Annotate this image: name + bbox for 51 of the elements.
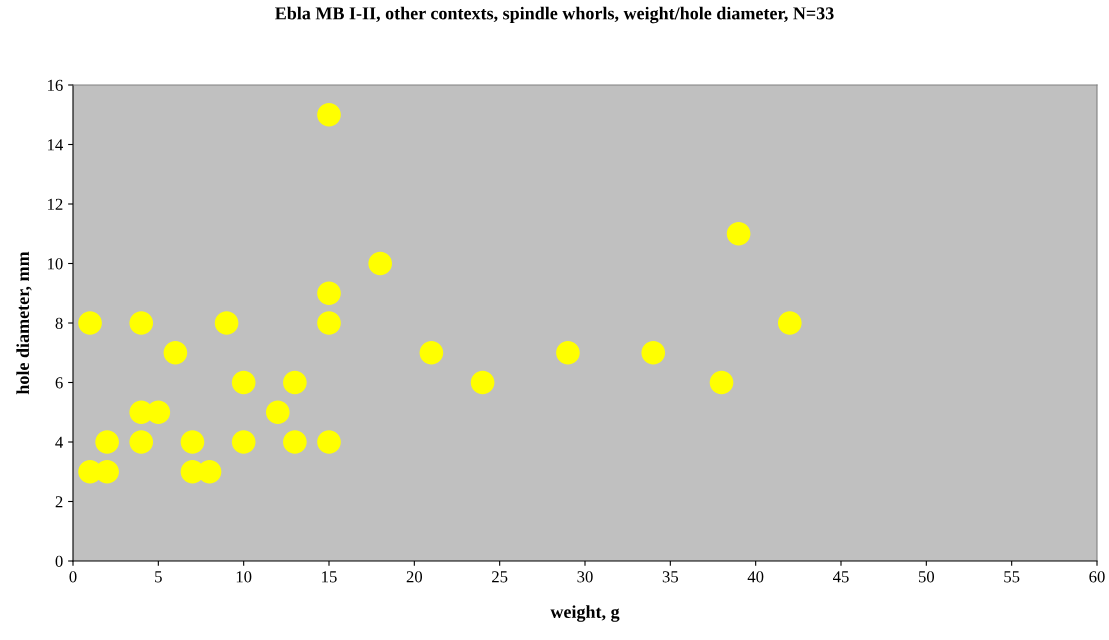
point <box>95 430 119 454</box>
y-tick-label: 6 <box>55 377 63 389</box>
point <box>419 340 444 365</box>
point <box>231 370 256 395</box>
point <box>317 311 341 335</box>
point <box>163 340 188 365</box>
x-tick-label: 10 <box>236 571 252 583</box>
point <box>470 370 495 395</box>
point <box>283 370 307 395</box>
point <box>709 370 734 395</box>
y-axis-title: hole diameter, mm <box>16 251 32 395</box>
chart-title: Ebla MB I-II, other contexts, spindle whorls, weight/hole diameter, N=33 <box>275 6 834 24</box>
x-tick-label: 50 <box>918 571 935 583</box>
point <box>317 281 341 306</box>
x-tick-label: 55 <box>1004 571 1020 583</box>
point <box>317 102 341 127</box>
y-tick-label: 14 <box>48 139 64 151</box>
point <box>265 400 290 425</box>
x-tick-label: 40 <box>747 571 764 583</box>
x-tick-label: 20 <box>406 571 423 583</box>
point <box>146 400 171 425</box>
point <box>368 251 393 276</box>
x-tick-label: 35 <box>662 571 679 583</box>
x-axis-title: weight, g <box>550 605 620 622</box>
y-tick-label: 12 <box>48 198 63 210</box>
x-tick-label: 25 <box>492 571 508 583</box>
x-tick-label: 45 <box>832 571 849 583</box>
point <box>317 430 341 454</box>
point <box>129 311 154 335</box>
x-tick-label: 60 <box>1089 571 1105 583</box>
point <box>283 430 307 454</box>
x-tick-label: 5 <box>155 571 162 583</box>
y-tick-label: 10 <box>48 258 63 270</box>
point <box>95 459 119 484</box>
point <box>726 221 751 246</box>
point <box>777 311 802 335</box>
point <box>129 430 154 454</box>
point <box>180 430 205 454</box>
point <box>214 311 239 335</box>
point <box>556 340 580 365</box>
x-tick-label: 15 <box>322 571 337 583</box>
y-tick-label: 8 <box>55 317 63 329</box>
x-tick-label: 0 <box>69 571 77 583</box>
y-tick-label: 0 <box>55 555 63 567</box>
point <box>78 311 102 335</box>
y-tick-label: 4 <box>55 436 64 448</box>
y-tick-label: 16 <box>48 79 63 91</box>
point <box>231 430 256 454</box>
y-tick-label: 2 <box>55 496 63 508</box>
point <box>641 340 666 365</box>
x-tick-label: 30 <box>577 571 593 583</box>
